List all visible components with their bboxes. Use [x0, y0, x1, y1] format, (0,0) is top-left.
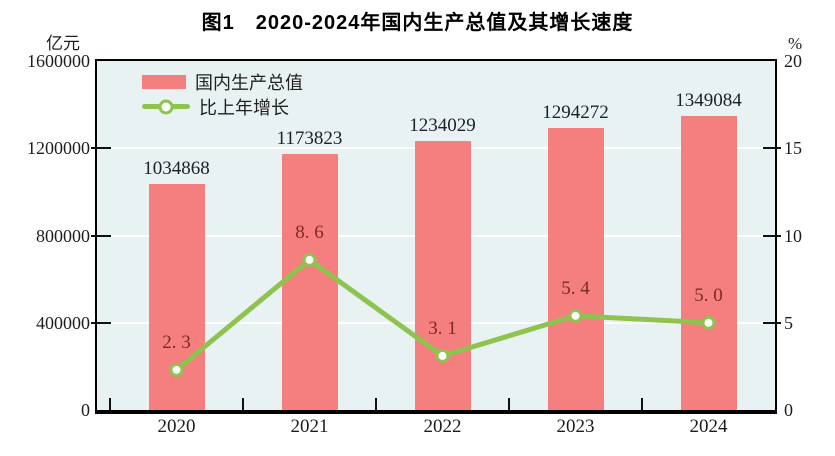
legend-item-gdp: 国内生产总值: [142, 69, 303, 94]
x-axis-tick: [508, 398, 510, 410]
x-axis-tick: [109, 398, 111, 410]
left-axis-unit-label: 亿元: [46, 34, 80, 53]
legend-label-gdp: 国内生产总值: [195, 72, 303, 93]
x-axis-label-2020: 2020: [157, 416, 196, 437]
right-axis-tick-label: 15: [784, 138, 802, 159]
bar-2024: [680, 115, 737, 410]
left-axis-tick: [91, 321, 111, 324]
legend-marker-dot-icon: [158, 99, 174, 114]
x-axis-tick: [375, 398, 377, 410]
right-axis-tick-label: 10: [784, 225, 802, 246]
x-axis-tick: [641, 398, 643, 410]
growth-value-label-2022: 3. 1: [428, 317, 457, 339]
growth-line-series: [169, 252, 716, 377]
bar-value-label-2020: 1034868: [143, 158, 210, 180]
right-axis-unit-label: %: [788, 34, 803, 53]
right-axis-tick: [763, 147, 781, 150]
right-axis-tick: [763, 321, 781, 324]
right-axis-tick-label: 20: [784, 51, 802, 71]
right-axis-tick-label: 5: [784, 312, 793, 333]
bar-2023: [547, 127, 604, 410]
legend-bar-swatch-icon: [142, 74, 186, 89]
growth-value-label-2023: 5. 4: [561, 277, 590, 299]
bar-value-label-2024: 1349084: [675, 89, 742, 111]
x-axis-label-2022: 2022: [423, 416, 462, 437]
legend-label-growth: 比上年增长: [199, 97, 289, 118]
legend-item-growth: 比上年增长: [142, 94, 303, 119]
left-axis-tick-label: 400000: [36, 312, 90, 333]
right-axis-tick: [763, 234, 781, 237]
plot-area: 国内生产总值 比上年增长 1034868 2. 3 1173823 8. 6 12340…: [91, 59, 781, 414]
growth-value-label-2021: 8. 6: [295, 221, 324, 243]
left-axis-tick-label: 1200000: [27, 138, 90, 159]
left-axis-tick-label: 1600000: [27, 51, 90, 71]
x-axis-label-2024: 2024: [689, 416, 728, 437]
bar-value-label-2021: 1173823: [276, 127, 343, 149]
bar-2021: [281, 153, 338, 410]
x-axis-tick: [242, 398, 244, 410]
left-axis-tick-label: 0: [81, 400, 90, 420]
growth-marker-2024: [701, 315, 716, 330]
left-axis-tick-label: 800000: [36, 225, 90, 246]
bar-value-label-2022: 1234029: [409, 114, 476, 136]
right-axis-tick-label: 0: [784, 400, 793, 420]
growth-marker-2023: [568, 308, 583, 323]
bar-value-label-2023: 1294272: [542, 101, 609, 123]
legend-line-swatch-icon: [142, 99, 190, 114]
x-axis-label-2023: 2023: [556, 416, 595, 437]
bar-2022: [414, 140, 471, 410]
chart-title: 图1 2020-2024年国内生产总值及其增长速度: [201, 12, 634, 34]
x-axis-label-2021: 2021: [290, 416, 329, 437]
legend: 国内生产总值 比上年增长: [142, 69, 303, 119]
growth-marker-2022: [435, 348, 450, 363]
growth-marker-2020: [169, 362, 184, 377]
left-axis-tick: [91, 234, 111, 237]
growth-value-label-2024: 5. 0: [694, 284, 723, 306]
growth-value-label-2020: 2. 3: [162, 331, 191, 353]
left-axis-tick: [91, 147, 111, 150]
growth-marker-2021: [302, 252, 317, 267]
